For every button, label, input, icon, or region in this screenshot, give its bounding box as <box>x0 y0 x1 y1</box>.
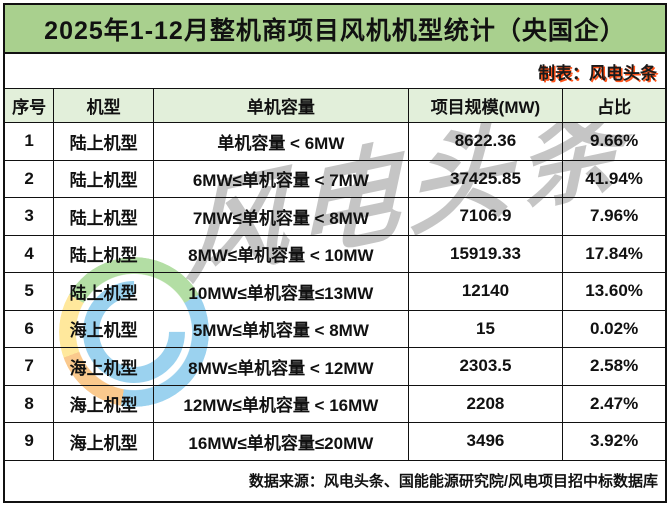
cell-model-type: 海上机型 <box>53 384 154 423</box>
cell-share: 2.47% <box>562 384 665 423</box>
table-row: 7 海上机型 8MW≤单机容量 < 12MW 2303.5 2.58% <box>5 347 665 386</box>
cell-unit-capacity: 7MW≤单机容量 < 8MW <box>152 197 409 236</box>
cell-project-scale: 15 <box>407 309 564 348</box>
table-row: 4 陆上机型 8MW≤单机容量 < 10MW 15919.33 17.84% <box>5 234 665 273</box>
page-title: 2025年1-12月整机商项目风机机型统计（央国企） <box>5 5 665 54</box>
cell-model-type: 陆上机型 <box>53 159 154 198</box>
table-row: 8 海上机型 12MW≤单机容量 < 16MW 2208 2.47% <box>5 384 665 423</box>
cell-share: 3.92% <box>562 422 665 461</box>
table-row: 6 海上机型 5MW≤单机容量 < 8MW 15 0.02% <box>5 309 665 348</box>
cell-project-scale: 2303.5 <box>407 347 564 386</box>
cell-share: 17.84% <box>562 234 665 273</box>
table-row: 3 陆上机型 7MW≤单机容量 < 8MW 7106.9 7.96% <box>5 197 665 236</box>
cell-unit-capacity: 8MW≤单机容量 < 12MW <box>152 347 409 386</box>
cell-index: 8 <box>5 384 55 423</box>
data-source-credit: 数据来源：风电头条、国能能源研究院/风电项目招中标数据库 <box>248 473 658 491</box>
table-row: 9 海上机型 16MW≤单机容量≤20MW 3496 3.92% <box>5 422 665 461</box>
cell-model-type: 陆上机型 <box>53 122 154 161</box>
cell-share: 9.66% <box>562 122 665 161</box>
cell-share: 41.94% <box>562 159 665 198</box>
cell-share: 0.02% <box>562 309 665 348</box>
cell-model-type: 陆上机型 <box>53 272 154 311</box>
header-model-type: 机型 <box>53 89 154 123</box>
cell-index: 4 <box>5 234 55 273</box>
cell-model-type: 海上机型 <box>53 309 154 348</box>
cell-index: 5 <box>5 272 55 311</box>
cell-share: 13.60% <box>562 272 665 311</box>
cell-unit-capacity: 6MW≤单机容量 < 7MW <box>152 159 409 198</box>
cell-share: 2.58% <box>562 347 665 386</box>
cell-model-type: 海上机型 <box>53 347 154 386</box>
cell-project-scale: 7106.9 <box>407 197 564 236</box>
cell-project-scale: 15919.33 <box>407 234 564 273</box>
cell-project-scale: 8622.36 <box>407 122 564 161</box>
subtitle-row: 制表：风电头条 <box>5 54 665 89</box>
header-unit-capacity: 单机容量 <box>152 89 409 123</box>
turbine-stats-table: 序号 机型 单机容量 项目规模(MW) 占比 1 陆上机型 单机容量 < 6MW 86… <box>5 89 665 461</box>
cell-model-type: 陆上机型 <box>53 234 154 273</box>
cell-model-type: 陆上机型 <box>53 197 154 236</box>
cell-index: 6 <box>5 309 55 348</box>
cell-index: 3 <box>5 197 55 236</box>
cell-unit-capacity: 16MW≤单机容量≤20MW <box>152 422 409 461</box>
cell-model-type: 海上机型 <box>53 422 154 461</box>
table-maker-credit: 制表：风电头条 <box>538 63 657 83</box>
table-row: 2 陆上机型 6MW≤单机容量 < 7MW 37425.85 41.94% <box>5 159 665 198</box>
cell-unit-capacity: 单机容量 < 6MW <box>152 122 409 161</box>
cell-unit-capacity: 8MW≤单机容量 < 10MW <box>152 234 409 273</box>
cell-project-scale: 37425.85 <box>407 159 564 198</box>
footer-row: 数据来源：风电头条、国能能源研究院/风电项目招中标数据库 <box>5 461 665 502</box>
cell-project-scale: 12140 <box>407 272 564 311</box>
table-row: 1 陆上机型 单机容量 < 6MW 8622.36 9.66% <box>5 122 665 161</box>
table-row: 5 陆上机型 10MW≤单机容量≤13MW 12140 13.60% <box>5 272 665 311</box>
cell-index: 9 <box>5 422 55 461</box>
header-project-scale: 项目规模(MW) <box>407 89 564 123</box>
cell-unit-capacity: 12MW≤单机容量 < 16MW <box>152 384 409 423</box>
table-body: 1 陆上机型 单机容量 < 6MW 8622.36 9.66% 2 陆上机型 6MW≤单机容量… <box>5 122 665 461</box>
cell-share: 7.96% <box>562 197 665 236</box>
cell-index: 2 <box>5 159 55 198</box>
cell-index: 1 <box>5 122 55 161</box>
header-share: 占比 <box>562 89 665 123</box>
cell-project-scale: 2208 <box>407 384 564 423</box>
cell-index: 7 <box>5 347 55 386</box>
table-header: 序号 机型 单机容量 项目规模(MW) 占比 <box>5 89 665 123</box>
cell-unit-capacity: 5MW≤单机容量 < 8MW <box>152 309 409 348</box>
header-index: 序号 <box>5 89 55 123</box>
cell-unit-capacity: 10MW≤单机容量≤13MW <box>152 272 409 311</box>
statistics-sheet: 风电头条 2025年1-12月整机商项目风机机型统计（央国企） 制表：风电头条 … <box>3 3 667 503</box>
cell-project-scale: 3496 <box>407 422 564 461</box>
